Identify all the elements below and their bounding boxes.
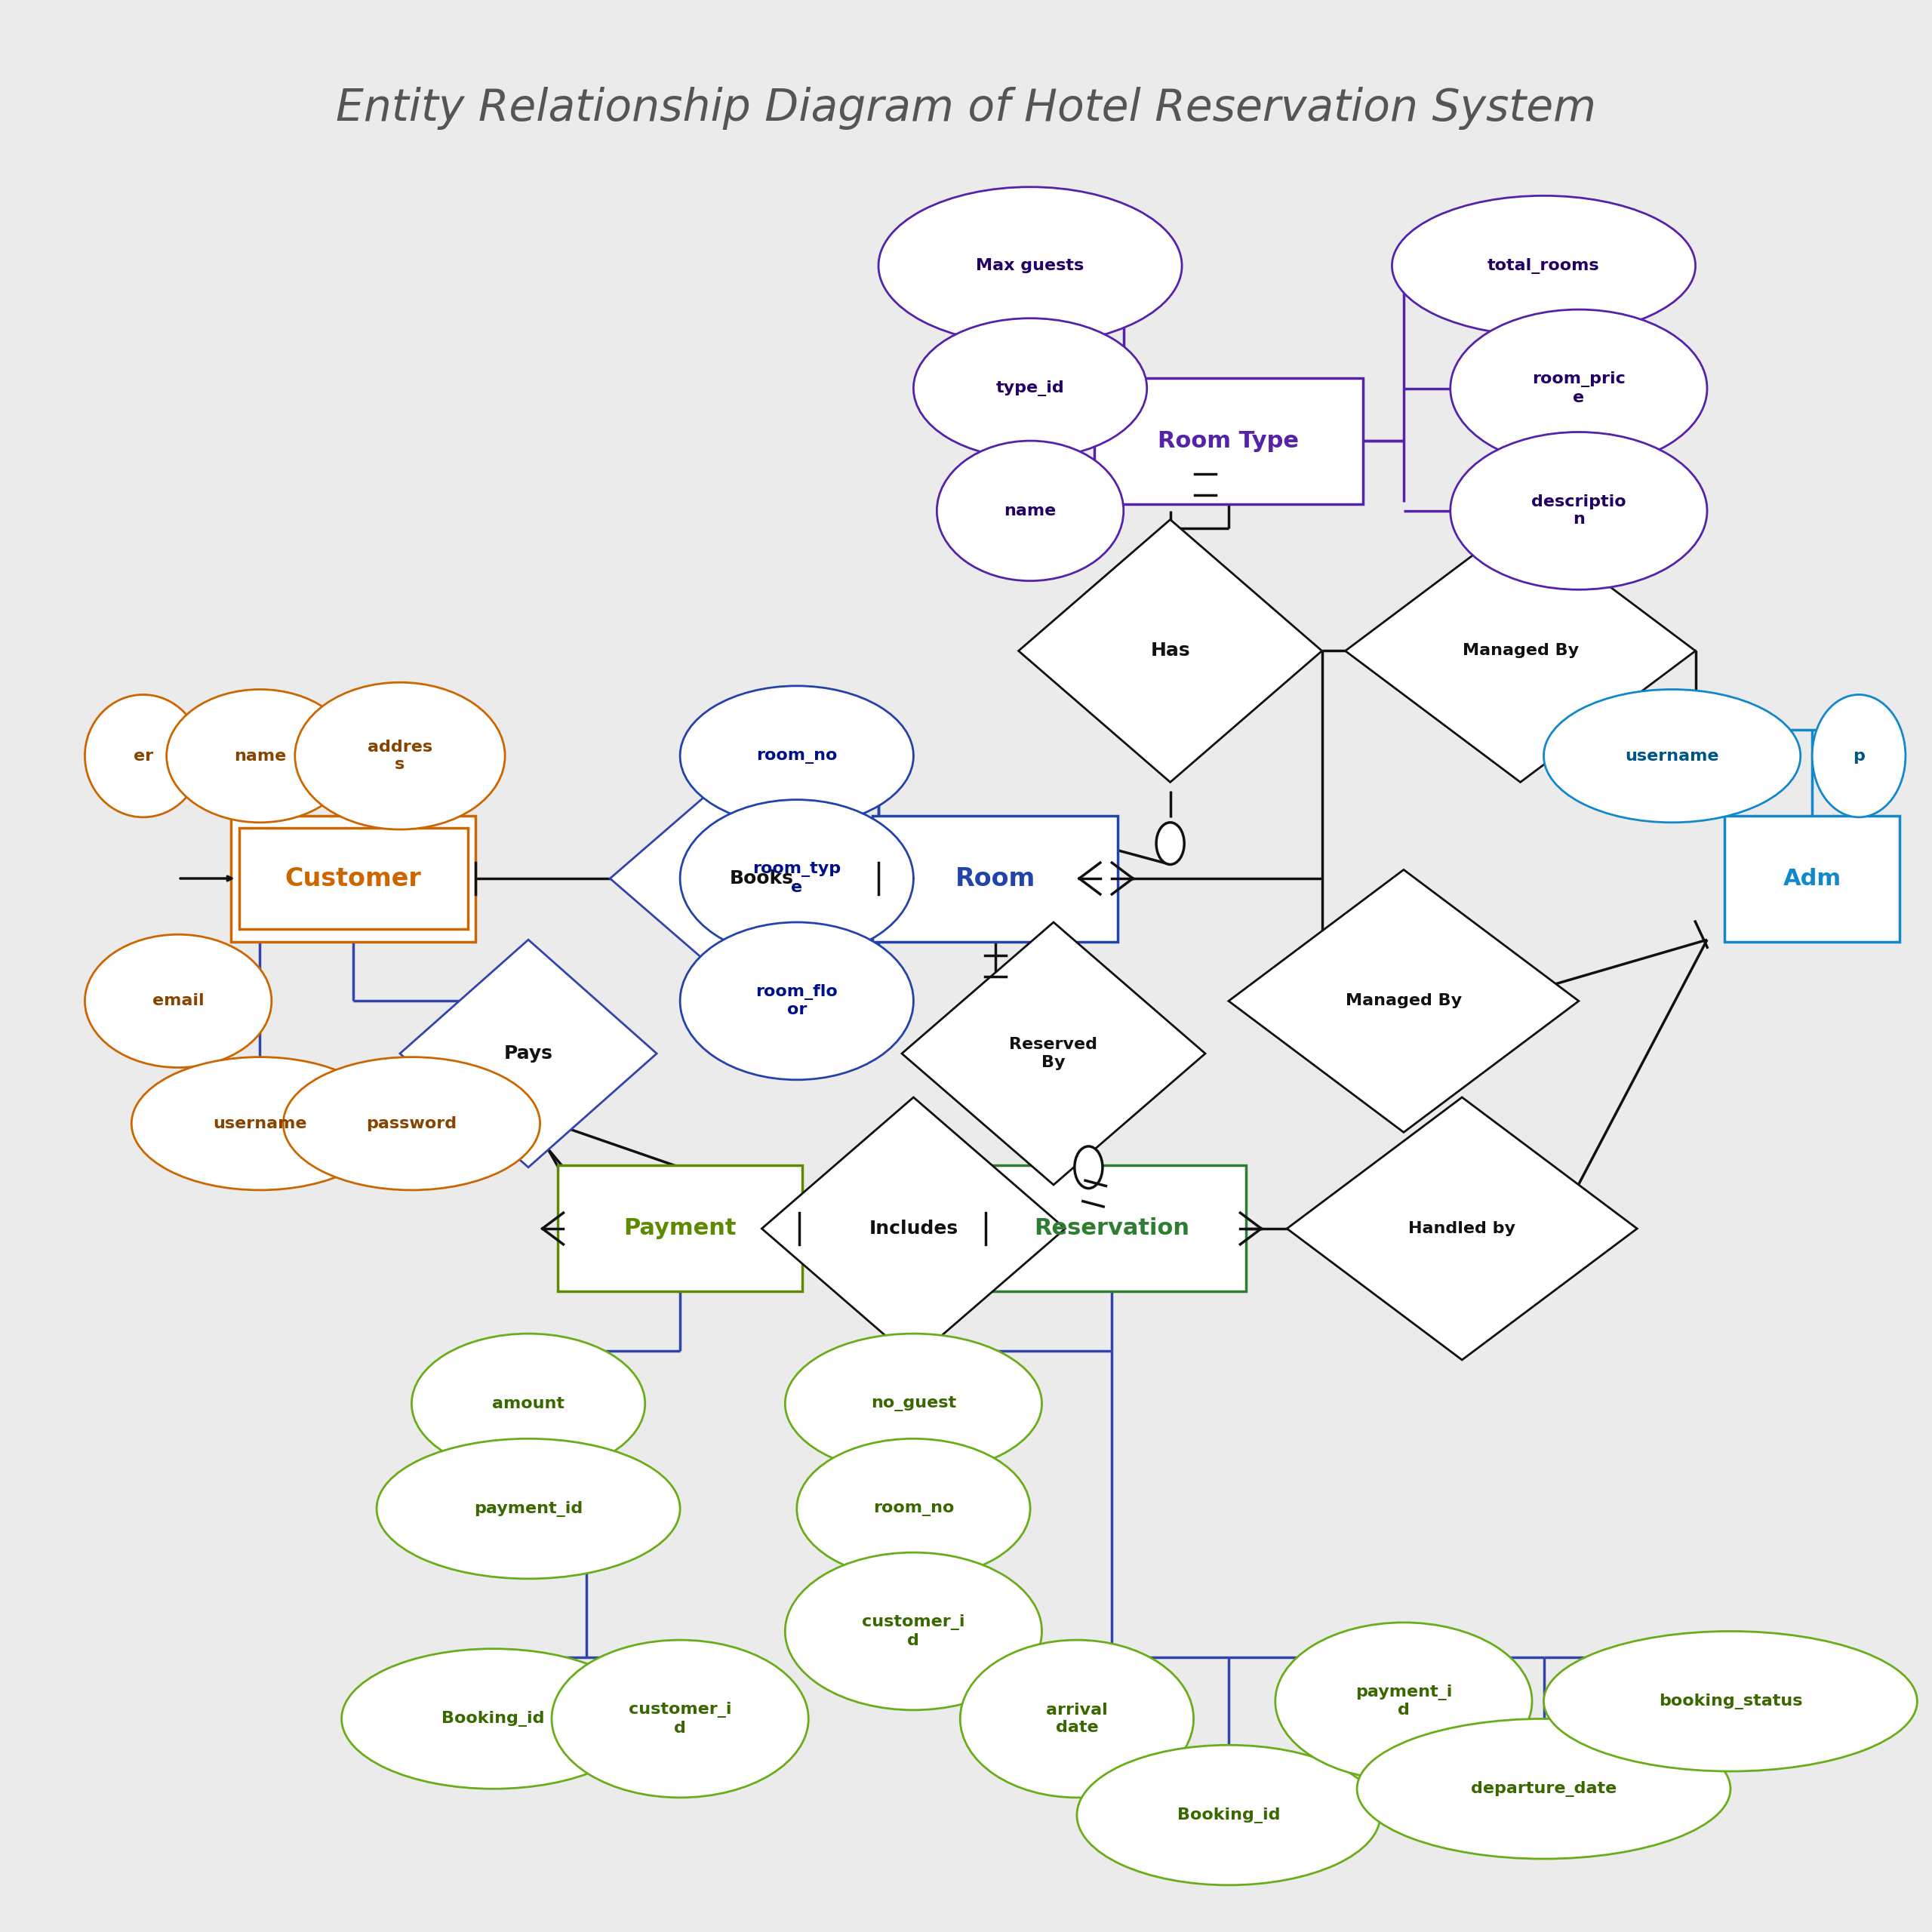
Polygon shape: [1018, 520, 1321, 782]
Text: payment_i
d: payment_i d: [1354, 1685, 1453, 1718]
Ellipse shape: [553, 1640, 808, 1797]
Text: name: name: [1005, 502, 1057, 518]
Text: Includes: Includes: [869, 1219, 958, 1238]
Ellipse shape: [879, 187, 1182, 344]
Ellipse shape: [960, 1640, 1194, 1797]
Text: name: name: [234, 748, 286, 763]
Ellipse shape: [342, 1648, 645, 1789]
Text: Booking_id: Booking_id: [1177, 1806, 1281, 1824]
Text: amount: amount: [493, 1397, 564, 1410]
Text: password: password: [367, 1117, 458, 1130]
Text: Room Type: Room Type: [1157, 429, 1298, 452]
Text: booking_status: booking_status: [1658, 1692, 1803, 1710]
Circle shape: [1074, 1146, 1103, 1188]
Text: Managed By: Managed By: [1463, 643, 1578, 659]
Ellipse shape: [284, 1057, 541, 1190]
Text: descriptio
n: descriptio n: [1532, 495, 1627, 527]
Text: p: p: [1853, 748, 1864, 763]
Ellipse shape: [796, 1439, 1030, 1578]
Polygon shape: [400, 939, 657, 1167]
Text: customer_i
d: customer_i d: [862, 1615, 964, 1648]
Text: room_no: room_no: [755, 748, 837, 763]
Ellipse shape: [680, 800, 914, 956]
Ellipse shape: [296, 682, 504, 829]
Ellipse shape: [1544, 1631, 1917, 1772]
Text: email: email: [153, 993, 205, 1009]
Ellipse shape: [1451, 309, 1708, 468]
Ellipse shape: [1391, 195, 1696, 336]
Text: room_no: room_no: [873, 1501, 954, 1517]
Polygon shape: [761, 1097, 1065, 1360]
Ellipse shape: [412, 1333, 645, 1474]
Text: Managed By: Managed By: [1345, 993, 1463, 1009]
Text: Handled by: Handled by: [1408, 1221, 1515, 1236]
Circle shape: [1155, 823, 1184, 864]
Ellipse shape: [1451, 433, 1708, 589]
Text: Pays: Pays: [504, 1045, 553, 1063]
FancyBboxPatch shape: [558, 1165, 802, 1293]
Text: room_typ
e: room_typ e: [753, 862, 840, 895]
Polygon shape: [1345, 520, 1696, 782]
Polygon shape: [902, 922, 1206, 1184]
FancyBboxPatch shape: [978, 1165, 1246, 1293]
Ellipse shape: [1356, 1719, 1731, 1859]
Text: customer_i
d: customer_i d: [628, 1702, 732, 1735]
Text: Room: Room: [954, 866, 1036, 891]
Ellipse shape: [1544, 690, 1801, 823]
Ellipse shape: [85, 696, 201, 817]
Ellipse shape: [937, 440, 1124, 582]
Text: Reserved
By: Reserved By: [1009, 1037, 1097, 1070]
Text: er: er: [133, 748, 153, 763]
Polygon shape: [1287, 1097, 1636, 1360]
Text: username: username: [1625, 748, 1719, 763]
Ellipse shape: [166, 690, 354, 823]
Polygon shape: [611, 748, 914, 1010]
Ellipse shape: [680, 686, 914, 827]
Ellipse shape: [680, 922, 914, 1080]
Text: payment_id: payment_id: [473, 1501, 583, 1517]
Text: Reservation: Reservation: [1034, 1217, 1190, 1240]
Text: Entity Relationship Diagram of Hotel Reservation System: Entity Relationship Diagram of Hotel Res…: [336, 87, 1596, 129]
Text: addres
s: addres s: [367, 740, 433, 773]
FancyBboxPatch shape: [1094, 379, 1362, 504]
FancyBboxPatch shape: [240, 827, 468, 929]
Text: departure_date: departure_date: [1470, 1781, 1617, 1797]
Text: Max guests: Max guests: [976, 259, 1084, 272]
FancyBboxPatch shape: [1725, 815, 1899, 941]
Text: room_flo
or: room_flo or: [755, 983, 838, 1018]
Ellipse shape: [784, 1333, 1041, 1474]
Text: Payment: Payment: [624, 1217, 736, 1240]
Text: no_guest: no_guest: [871, 1397, 956, 1410]
Ellipse shape: [131, 1057, 388, 1190]
Ellipse shape: [377, 1439, 680, 1578]
Text: Booking_id: Booking_id: [442, 1712, 545, 1727]
Text: Customer: Customer: [286, 866, 421, 891]
Text: Books: Books: [730, 869, 794, 887]
Text: room_pric
e: room_pric e: [1532, 371, 1625, 406]
Text: total_rooms: total_rooms: [1488, 257, 1600, 274]
Ellipse shape: [784, 1553, 1041, 1710]
Ellipse shape: [1076, 1745, 1379, 1886]
Ellipse shape: [1812, 696, 1905, 817]
Text: arrival
date: arrival date: [1045, 1702, 1107, 1735]
Text: type_id: type_id: [997, 381, 1065, 396]
FancyBboxPatch shape: [230, 815, 475, 941]
Text: Adm: Adm: [1783, 867, 1841, 889]
Text: username: username: [213, 1117, 307, 1130]
FancyBboxPatch shape: [873, 815, 1119, 941]
Text: Has: Has: [1150, 641, 1190, 661]
Ellipse shape: [85, 935, 272, 1068]
Ellipse shape: [914, 319, 1148, 458]
Ellipse shape: [1275, 1623, 1532, 1779]
Polygon shape: [1229, 869, 1578, 1132]
